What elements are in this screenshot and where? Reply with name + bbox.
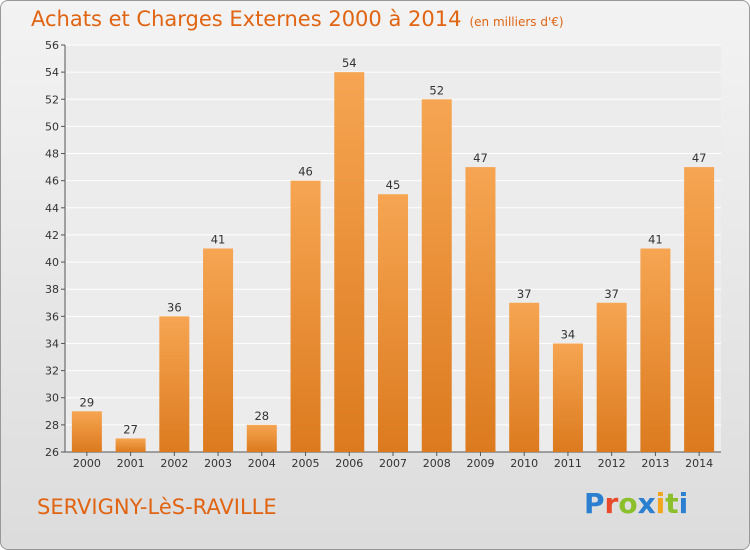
data-label-2002: 36	[167, 300, 182, 314]
bar-2002	[159, 316, 190, 452]
y-tick-label: 42	[45, 229, 59, 242]
chart-subtitle: (en milliers d'€)	[469, 15, 564, 29]
bar-2000	[71, 411, 102, 452]
data-label-2010: 37	[517, 287, 532, 301]
data-label-2008: 52	[429, 83, 444, 97]
x-tick-label: 2000	[73, 457, 101, 470]
bar-2008	[421, 99, 452, 453]
chart-title-text: Achats et Charges Externes 2000 à 2014	[31, 7, 462, 31]
data-label-2012: 37	[604, 287, 619, 301]
bar-2006	[334, 72, 365, 452]
chart-title: Achats et Charges Externes 2000 à 2014 (e…	[31, 7, 564, 31]
x-tick-label: 2007	[379, 457, 407, 470]
y-tick-label: 50	[45, 120, 59, 133]
x-tick-label: 2004	[248, 457, 276, 470]
bar-2010	[509, 302, 540, 452]
bar-2011	[552, 343, 583, 452]
y-tick-label: 28	[45, 419, 59, 432]
bar-layer	[71, 72, 715, 453]
bar-2014	[684, 167, 715, 452]
y-tick-label: 48	[45, 148, 59, 161]
y-tick-label: 30	[45, 392, 59, 405]
y-tick-label: 46	[45, 175, 59, 188]
y-tick-label: 38	[45, 283, 59, 296]
x-tick-label: 2001	[117, 457, 145, 470]
data-label-2011: 34	[561, 327, 576, 341]
data-label-2004: 28	[254, 409, 269, 423]
y-tick-label: 36	[45, 310, 59, 323]
x-tick-label: 2011	[554, 457, 582, 470]
bar-2013	[640, 248, 671, 452]
proxiti-logo: Proxiti	[584, 487, 689, 520]
x-tick-label: 2005	[292, 457, 320, 470]
label-layer: 29 27 36 41 28 46 54 45 52 47 37 34 37 41 47	[80, 56, 707, 436]
bar-2001	[115, 438, 146, 452]
x-tick-label: 2013	[641, 457, 669, 470]
bar-2003	[203, 248, 234, 452]
data-label-2009: 47	[473, 151, 488, 165]
bar-2005	[290, 180, 321, 452]
bar-2007	[378, 194, 408, 452]
data-label-2005: 46	[298, 165, 313, 179]
data-label-2013: 41	[648, 233, 663, 247]
y-tick-label: 52	[45, 93, 59, 106]
y-tick-label: 40	[45, 256, 59, 269]
y-tick-label: 26	[45, 446, 59, 459]
x-tick-label: 2010	[510, 457, 538, 470]
x-tick-label: 2012	[598, 457, 626, 470]
x-tick-label: 2006	[335, 457, 363, 470]
data-label-2000: 29	[80, 395, 95, 409]
city-name: SERVIGNY-LèS-RAVILLE	[37, 495, 277, 519]
data-label-2003: 41	[211, 233, 226, 247]
y-tick-label: 34	[45, 337, 59, 350]
bar-2012	[596, 302, 627, 452]
y-tick-label: 32	[45, 365, 59, 378]
y-tick-label: 56	[45, 39, 59, 52]
bar-2009	[465, 167, 496, 452]
data-label-2014: 47	[692, 151, 707, 165]
x-tick-label: 2002	[160, 457, 188, 470]
y-tick-label: 44	[45, 202, 59, 215]
x-tick-label: 2014	[685, 457, 713, 470]
data-label-2006: 54	[342, 56, 357, 70]
y-tick-label: 54	[45, 66, 59, 79]
data-label-2001: 27	[123, 422, 138, 436]
bar-2004	[246, 424, 277, 452]
x-tick-label: 2008	[423, 457, 451, 470]
x-tick-label: 2009	[466, 457, 494, 470]
x-tick-label: 2003	[204, 457, 232, 470]
data-label-2007: 45	[386, 178, 401, 192]
